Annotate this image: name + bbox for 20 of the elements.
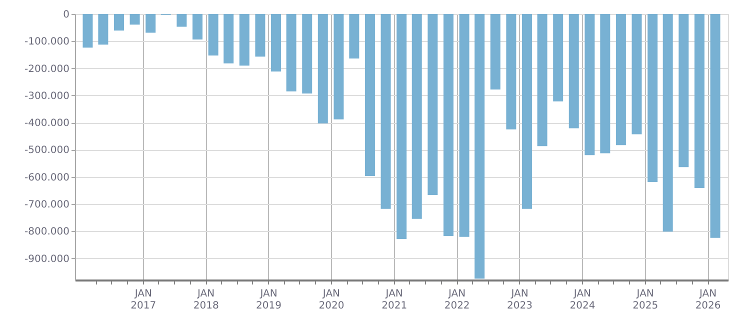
x-tick-label: JAN 2022 xyxy=(444,288,470,312)
y-tick-label: -400.000 xyxy=(24,118,70,130)
x-tick-label: JAN 2020 xyxy=(318,288,344,312)
y-tick-label: 0 xyxy=(63,10,70,20)
x-tick-label: JAN 2026 xyxy=(695,288,721,312)
y-tick-label: -100.000 xyxy=(24,36,70,48)
y-tick-label: -500.000 xyxy=(24,145,70,156)
x-tick-label: JAN 2018 xyxy=(193,288,219,312)
y-tick-label: -200.000 xyxy=(24,64,70,75)
x-tick-label: JAN 2023 xyxy=(507,288,532,312)
y-tick-label: -700.000 xyxy=(24,200,70,210)
y-tick-label: -300.000 xyxy=(24,90,70,102)
x-tick-label: JAN 2021 xyxy=(382,288,408,312)
y-tick-label: -600.000 xyxy=(24,172,70,184)
x-tick-label: JAN 2025 xyxy=(632,288,658,312)
y-tick-label: -900.000 xyxy=(24,254,70,265)
x-tick-label: JAN 2024 xyxy=(570,288,596,312)
x-tick-label: JAN 2019 xyxy=(256,288,282,312)
y-tick-label: -800.000 xyxy=(24,226,70,238)
x-tick-label: JAN 2017 xyxy=(130,288,156,312)
